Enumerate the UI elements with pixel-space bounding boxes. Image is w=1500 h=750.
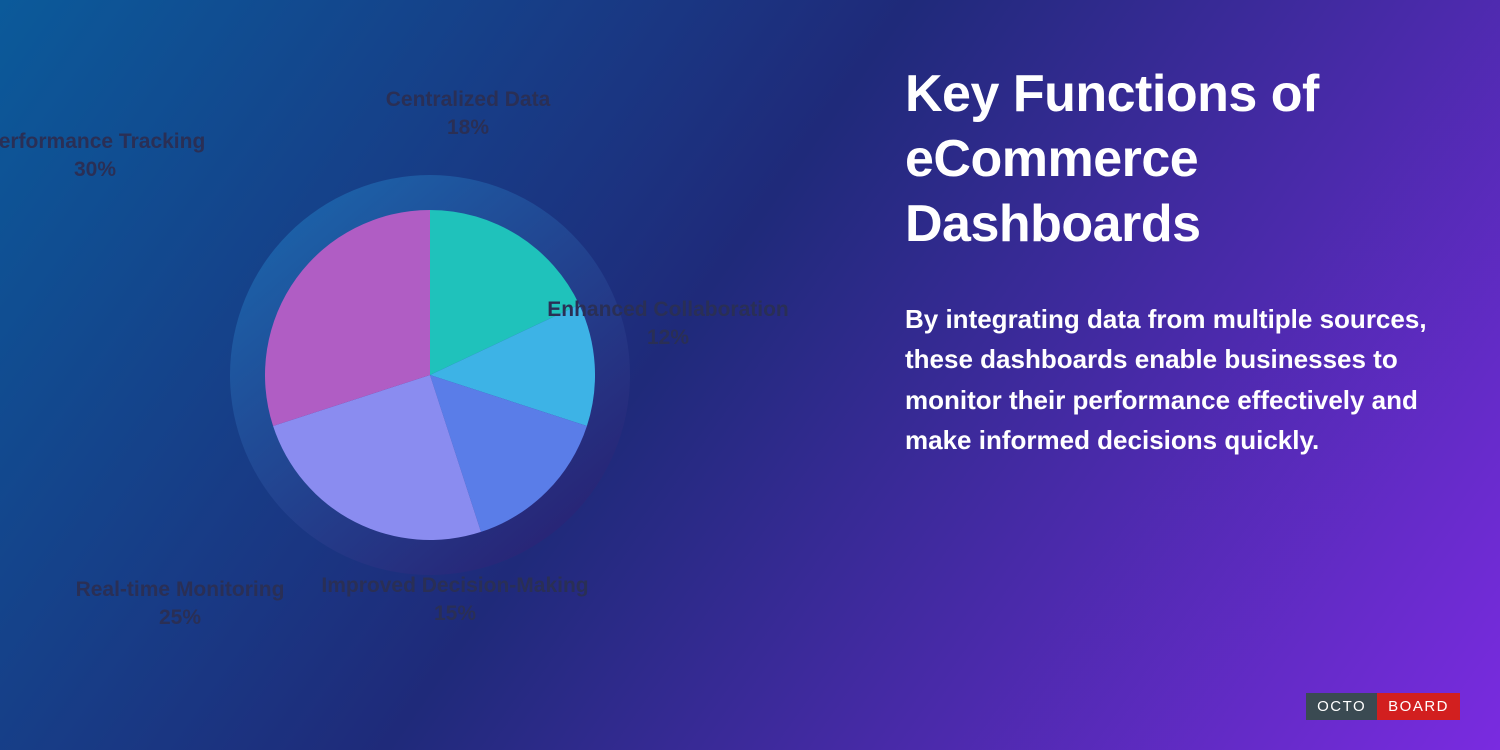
title: Key Functions of eCommerce Dashboards xyxy=(905,62,1445,257)
pie-slice-label: Enhanced Collaboration12% xyxy=(547,296,789,353)
pie-svg xyxy=(265,210,595,540)
pie-slice-label: Real-time Monitoring25% xyxy=(76,576,285,633)
pie-slice-label: Centralized Data18% xyxy=(386,86,551,143)
text-panel: Key Functions of eCommerce Dashboards By… xyxy=(905,62,1445,460)
infographic-canvas: Centralized Data18% Enhanced Collaboratio… xyxy=(0,0,1500,750)
pie-chart xyxy=(230,175,630,575)
logo-left: OCTO xyxy=(1306,693,1377,720)
pie-slice-label: Improved Decision-Making15% xyxy=(321,572,588,629)
pie-slice-label: Performance Tracking30% xyxy=(0,128,205,185)
brand-logo: OCTO BOARD xyxy=(1306,693,1460,720)
chart-area: Centralized Data18% Enhanced Collaboratio… xyxy=(0,0,860,750)
logo-right: BOARD xyxy=(1377,693,1460,720)
body-text: By integrating data from multiple source… xyxy=(905,299,1445,460)
